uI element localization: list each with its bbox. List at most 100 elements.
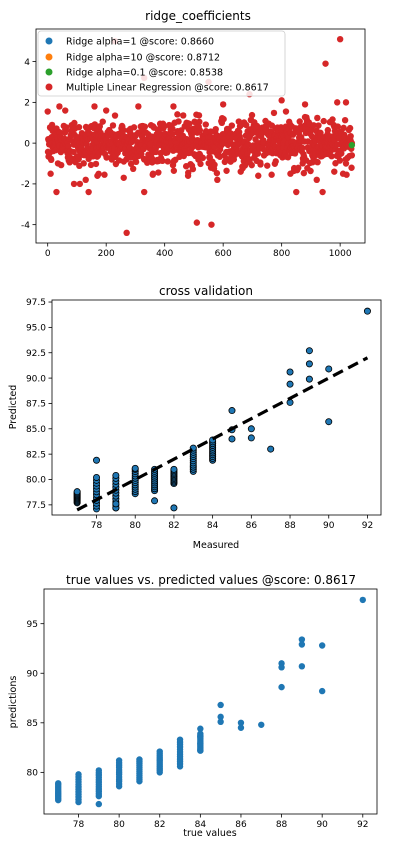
mlr-coefficient-point: [297, 118, 303, 124]
cv-point: [326, 419, 332, 425]
coefficient-point: [135, 103, 141, 109]
legend-label-ridge-alpha-0-1: Ridge alpha=0.1 @score: 0.8538: [66, 68, 223, 79]
y-tick-label: -4: [21, 221, 30, 231]
mlr-coefficient-point: [315, 122, 321, 128]
mlr-coefficient-point: [76, 124, 82, 130]
mlr-coefficient-point: [133, 159, 139, 165]
mlr-coefficient-point: [142, 123, 148, 129]
y-tick-label: 0: [24, 139, 30, 149]
mlr-coefficient-point: [200, 155, 206, 161]
y-tick-label: 80.0: [26, 476, 46, 486]
y-tick-label: 92.5: [26, 349, 46, 359]
prediction-point: [177, 736, 183, 742]
mlr-coefficient-point: [93, 161, 99, 167]
mlr-coefficient-point: [130, 166, 136, 172]
coefficient-point: [331, 168, 337, 174]
mlr-coefficient-point: [81, 160, 87, 166]
mlr-coefficient-point: [63, 124, 69, 130]
cross-validation-ylabel: Predicted: [8, 385, 19, 430]
prediction-point: [75, 771, 81, 777]
true-vs-predicted-xlabel: true values: [183, 828, 236, 839]
prediction-point: [197, 740, 203, 746]
cv-point: [287, 381, 293, 387]
prediction-point: [319, 688, 325, 694]
y-tick-label: 85: [27, 719, 38, 729]
prediction-point: [197, 726, 203, 732]
prediction-point: [278, 664, 284, 670]
mlr-coefficient-point: [110, 122, 116, 128]
mlr-coefficient-point: [155, 169, 161, 175]
y-tick-label: 82.5: [26, 450, 46, 460]
cv-point: [248, 426, 254, 432]
x-tick-label: 88: [276, 820, 288, 830]
x-tick-label: 92: [362, 521, 373, 531]
identity-reference-line: [77, 358, 367, 510]
prediction-point: [197, 747, 203, 753]
prediction-point: [360, 597, 366, 603]
mlr-coefficient-point: [348, 165, 354, 171]
prediction-point: [157, 748, 163, 754]
y-tick-label: 85.0: [26, 425, 46, 435]
coefficient-point: [337, 36, 343, 42]
mlr-coefficient-point: [44, 108, 50, 114]
coefficient-point: [343, 160, 349, 166]
coefficient-point: [208, 221, 214, 227]
cv-point: [113, 472, 119, 478]
true-vs-predicted-axes: [44, 589, 377, 814]
mlr-coefficient-point: [337, 157, 343, 163]
coefficient-point: [278, 97, 284, 103]
prediction-point: [136, 756, 142, 762]
mlr-coefficient-point: [48, 157, 54, 163]
mlr-coefficient-point: [321, 118, 327, 124]
coefficient-point: [343, 99, 349, 105]
prediction-point: [197, 733, 203, 739]
prediction-point: [116, 757, 122, 763]
mlr-coefficient-point: [347, 133, 353, 139]
cv-point: [306, 348, 312, 354]
coefficient-point: [56, 103, 62, 109]
cross-validation-points: [74, 308, 370, 512]
prediction-point: [278, 684, 284, 690]
coefficient-point: [322, 60, 328, 66]
coefficient-point: [214, 177, 220, 183]
y-tick-label: 90.0: [26, 374, 46, 384]
y-tick-label: 87.5: [26, 400, 46, 410]
y-tick-label: 77.5: [26, 501, 46, 511]
coefficient-point: [91, 103, 97, 109]
x-tick-label: 86: [235, 820, 247, 830]
mlr-coefficient-point: [264, 162, 270, 168]
mlr-coefficient-point: [197, 161, 203, 167]
mlr-coefficient-point: [213, 126, 219, 132]
x-tick-label: 1000: [329, 249, 352, 259]
true-vs-predicted-points: [55, 597, 366, 808]
prediction-point: [217, 719, 223, 725]
mlr-coefficient-point: [112, 112, 118, 118]
mlr-coefficient-point: [196, 119, 202, 125]
coefficient-point: [185, 173, 191, 179]
mlr-coefficient-point: [347, 125, 353, 131]
x-tick-label: 84: [207, 521, 219, 531]
mlr-coefficient-point: [342, 117, 348, 123]
coefficient-point: [62, 107, 68, 113]
cv-point: [171, 505, 177, 511]
x-tick-label: 82: [154, 820, 165, 830]
coefficient-point: [94, 173, 100, 179]
x-tick-label: 78: [91, 521, 103, 531]
mlr-coefficient-point: [180, 112, 186, 118]
coefficient-point: [53, 189, 59, 195]
mlr-coefficient-point: [229, 122, 235, 128]
mlr-coefficient-point: [171, 168, 177, 174]
cross-validation-title: cross validation: [159, 284, 253, 298]
coefficient-point: [194, 219, 200, 225]
coefficient-point: [77, 181, 83, 187]
x-tick-label: 800: [273, 249, 290, 259]
coefficient-point: [238, 168, 244, 174]
mlr-coefficient-point: [223, 168, 229, 174]
prediction-point: [299, 641, 305, 647]
x-tick-label: 78: [73, 820, 85, 830]
x-tick-label: 600: [215, 249, 232, 259]
prediction-point: [55, 780, 61, 786]
cv-point: [229, 407, 235, 413]
cv-point: [93, 474, 99, 480]
